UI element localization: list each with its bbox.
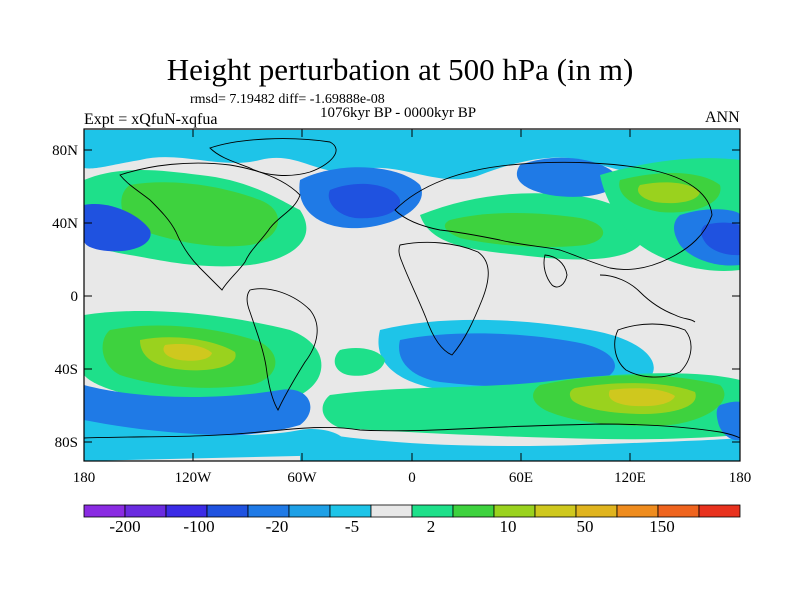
- colorbar-swatch: [575, 504, 618, 518]
- field-region: [84, 420, 347, 461]
- stats-label: rmsd= 7.19482 diff= -1.69888e-08: [190, 92, 385, 107]
- colorbar-swatch: [206, 504, 249, 518]
- field-region: [84, 385, 311, 438]
- coastline-southeast-asia: [599, 274, 696, 323]
- lat-tick-label: 40S: [55, 362, 78, 378]
- colorbar-label: -200: [109, 517, 140, 536]
- colorbar-swatch: [329, 504, 372, 518]
- colorbar-swatch: [616, 504, 659, 518]
- coastlines: [84, 138, 740, 439]
- experiment-label: Expt = xQfuN-xqfua: [84, 111, 218, 128]
- lat-tick-labels: 80N 40N 0 40S 80S: [52, 143, 78, 451]
- colorbar-swatch: [493, 504, 536, 518]
- colorbar-swatch: [83, 504, 126, 518]
- lat-tick-label: 80N: [52, 143, 78, 159]
- colorbar-swatch: [452, 504, 495, 518]
- colorbar-swatch: [370, 504, 413, 518]
- lat-tick-marks: [84, 149, 740, 443]
- colorbar-label: 50: [577, 517, 594, 536]
- coastline-greenland: [209, 138, 337, 176]
- coastline-antarctica: [84, 423, 740, 439]
- colorbar-label: -100: [183, 517, 214, 536]
- colorbar-swatch: [247, 504, 290, 518]
- field-region: [163, 343, 212, 361]
- colorbar-label: 2: [427, 517, 436, 536]
- colorbar-label: 150: [649, 517, 675, 536]
- lon-tick-label: 0: [408, 470, 416, 486]
- field-region: [334, 348, 385, 376]
- field-layer: [84, 129, 740, 461]
- colorbar-labels: -200 -100 -20 -5 2 10 50 150: [109, 517, 674, 536]
- colorbar-swatch: [165, 504, 208, 518]
- field-region: [84, 130, 740, 184]
- season-label: ANN: [705, 109, 740, 126]
- lon-tick-label: 60W: [287, 470, 317, 486]
- field-region: [516, 157, 620, 197]
- colorbar-swatch: [657, 504, 700, 518]
- colorbar: [83, 504, 741, 518]
- coastline-australia: [614, 323, 692, 378]
- colorbar-label: 10: [500, 517, 517, 536]
- lon-tick-label: 120E: [614, 470, 646, 486]
- lat-tick-label: 40N: [52, 216, 78, 232]
- map-title: Height perturbation at 500 hPa (in m): [166, 52, 634, 87]
- coastline-north-america: [119, 162, 301, 291]
- colorbar-label: -20: [266, 517, 289, 536]
- lon-tick-label: 120W: [175, 470, 213, 486]
- colorbar-label: -5: [345, 517, 359, 536]
- lon-tick-label: 60E: [509, 470, 533, 486]
- field-region: [716, 401, 740, 441]
- lon-tick-marks: [192, 129, 631, 461]
- colorbar-swatch: [411, 504, 454, 518]
- period-label: 1076kyr BP - 0000kyr BP: [320, 105, 477, 121]
- field-region: [637, 182, 700, 204]
- lat-tick-label: 80S: [55, 435, 78, 451]
- field-region: [701, 222, 740, 256]
- field-region: [84, 204, 151, 252]
- lat-tick-label: 0: [71, 289, 79, 305]
- coastline-south-america: [246, 288, 318, 411]
- colorbar-swatch: [288, 504, 331, 518]
- coastline-eurasia: [394, 161, 713, 270]
- colorbar-swatch: [698, 504, 741, 518]
- lon-tick-labels: 180 120W 60W 0 60E 120E 180: [73, 470, 752, 486]
- colorbar-swatch: [534, 504, 577, 518]
- lon-tick-label: 180: [729, 470, 752, 486]
- field-region: [121, 182, 279, 247]
- field-region: [328, 183, 401, 219]
- coastline-africa: [398, 241, 489, 356]
- field-region: [608, 388, 675, 407]
- lon-tick-label: 180: [73, 470, 96, 486]
- colorbar-swatch: [124, 504, 167, 518]
- field-region: [399, 333, 615, 387]
- coastline-india: [543, 254, 568, 288]
- field-region: [444, 213, 604, 248]
